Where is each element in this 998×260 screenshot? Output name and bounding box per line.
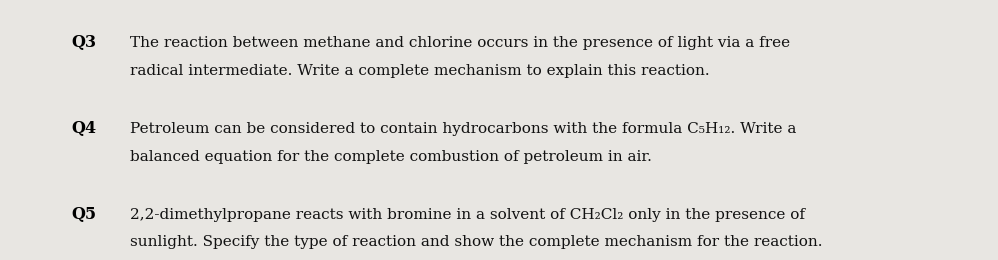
Text: The reaction between methane and chlorine occurs in the presence of light via a : The reaction between methane and chlorin…: [130, 36, 789, 50]
Text: 2,2-dimethylpropane reacts with bromine in a solvent of CH₂Cl₂ only in the prese: 2,2-dimethylpropane reacts with bromine …: [130, 207, 804, 222]
Text: Q5: Q5: [72, 206, 97, 223]
Text: radical intermediate. Write a complete mechanism to explain this reaction.: radical intermediate. Write a complete m…: [130, 64, 710, 78]
Text: Q3: Q3: [72, 34, 97, 51]
Text: sunlight. Specify the type of reaction and show the complete mechanism for the r: sunlight. Specify the type of reaction a…: [130, 235, 822, 249]
Text: balanced equation for the complete combustion of petroleum in air.: balanced equation for the complete combu…: [130, 150, 652, 164]
Text: Petroleum can be considered to contain hydrocarbons with the formula C₅H₁₂. Writ: Petroleum can be considered to contain h…: [130, 122, 796, 136]
Text: Q4: Q4: [72, 120, 97, 137]
